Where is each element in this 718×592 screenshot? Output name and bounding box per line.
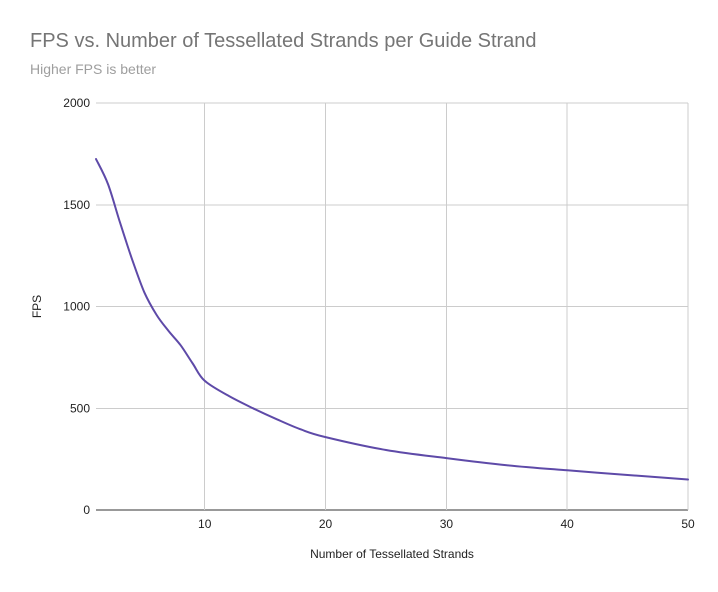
data-point xyxy=(106,182,110,186)
y-axis-label: FPS xyxy=(30,295,44,318)
data-point xyxy=(626,473,630,477)
x-axis-label: Number of Tessellated Strands xyxy=(310,547,474,561)
data-point xyxy=(324,435,328,439)
data-point xyxy=(179,343,183,347)
series xyxy=(94,157,690,481)
tick-labels: 0 500 1000 1500 2000 10 20 30 40 50 xyxy=(63,96,695,531)
data-point xyxy=(191,361,195,365)
data-point xyxy=(130,258,134,262)
data-point xyxy=(166,329,170,333)
y-tick-label: 1500 xyxy=(63,198,90,212)
data-point xyxy=(275,417,279,421)
x-tick-label: 10 xyxy=(198,517,212,531)
data-point xyxy=(384,448,388,452)
grid xyxy=(96,102,689,511)
data-point xyxy=(299,428,303,432)
x-tick-label: 30 xyxy=(440,517,454,531)
y-tick-label: 2000 xyxy=(63,96,90,110)
data-point xyxy=(227,394,231,398)
data-point xyxy=(565,468,569,472)
data-point xyxy=(94,157,98,161)
y-tick-label: 0 xyxy=(83,503,90,517)
data-point xyxy=(154,313,158,317)
data-point xyxy=(444,456,448,460)
data-point xyxy=(142,290,146,294)
x-tick-label: 20 xyxy=(319,517,333,531)
x-tick-label: 50 xyxy=(681,517,695,531)
data-point xyxy=(505,463,509,467)
data-point xyxy=(118,221,122,225)
x-tick-label: 40 xyxy=(561,517,575,531)
data-point xyxy=(686,477,690,481)
data-point xyxy=(203,379,207,383)
y-tick-label: 1000 xyxy=(63,300,90,314)
chart-subtitle: Higher FPS is better xyxy=(30,61,157,77)
series-line xyxy=(95,158,689,481)
data-point xyxy=(251,406,255,410)
y-tick-label: 500 xyxy=(70,401,90,415)
chart-title: FPS vs. Number of Tessellated Strands pe… xyxy=(30,30,537,52)
